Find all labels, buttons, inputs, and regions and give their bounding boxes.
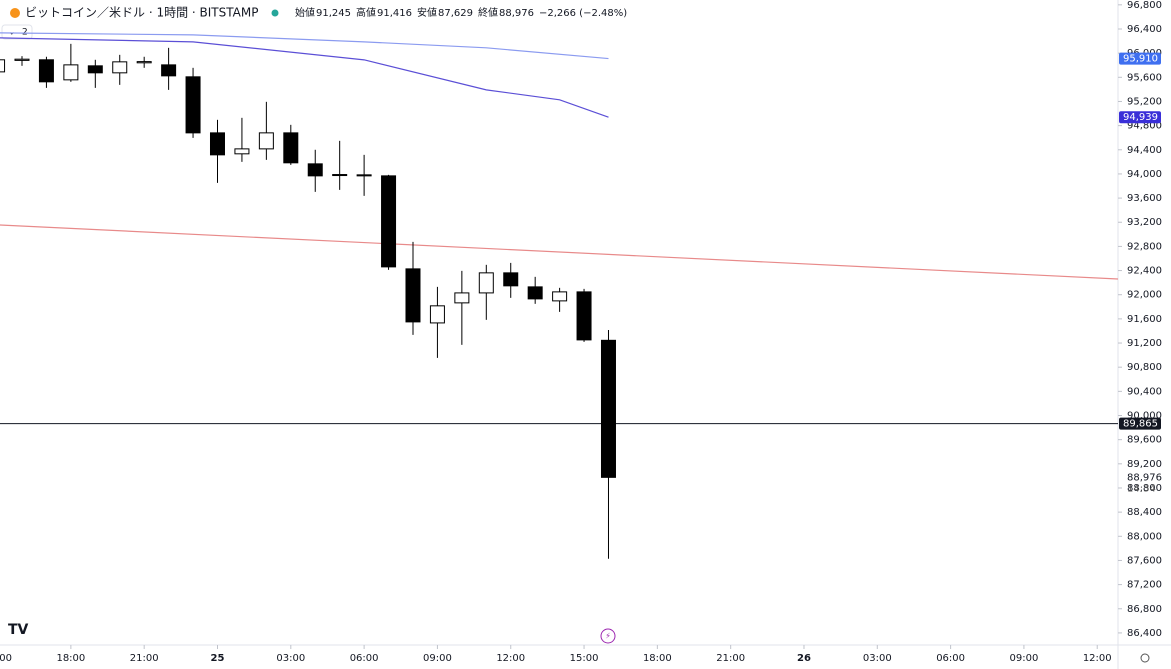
y-tick-label: 91,200	[1127, 338, 1162, 349]
price-badge-label: 94,939	[1123, 112, 1158, 123]
y-tick-label: 94,400	[1127, 145, 1162, 156]
price-line-label: 89,865	[1123, 419, 1158, 430]
y-tick-label: 87,200	[1127, 580, 1162, 591]
candle-body	[14, 58, 30, 61]
candle-body	[258, 132, 274, 150]
price-badge	[1119, 111, 1161, 124]
price-badge	[1119, 52, 1161, 65]
candle-body	[307, 163, 323, 177]
x-tick-label: 12:00	[1083, 653, 1112, 664]
x-tick-label: 18:00	[643, 653, 672, 664]
candle-body	[0, 59, 6, 73]
y-tick-label: 92,400	[1127, 266, 1162, 277]
candle-body	[87, 65, 103, 74]
ohlc-label: 高値	[356, 6, 376, 19]
x-tick-label: 25	[211, 653, 225, 664]
y-tick-label: 94,800	[1127, 121, 1162, 132]
x-tick-label: 21:00	[130, 653, 159, 664]
ohlc-label: 終値	[478, 6, 498, 19]
x-tick-label: 06:00	[350, 653, 379, 664]
moving-average	[0, 224, 1119, 280]
logo: TV	[8, 622, 29, 638]
candle-body	[576, 291, 592, 341]
x-tick-label: 09:00	[423, 653, 452, 664]
ohlc-value: 91,245	[316, 8, 351, 19]
candle-body	[356, 174, 372, 177]
indicator-count: 2	[22, 28, 28, 38]
price-badge	[1119, 417, 1161, 430]
candle-body	[405, 268, 421, 323]
countdown: 14:34	[1127, 483, 1156, 494]
y-tick-label: 89,200	[1127, 459, 1162, 470]
moving-average	[0, 32, 609, 60]
candle-body	[283, 132, 299, 164]
candle-body	[552, 291, 568, 302]
settings-icon[interactable]	[1140, 653, 1150, 663]
last-price-label: 88,976	[1127, 472, 1162, 483]
y-tick-label: 94,000	[1127, 169, 1162, 180]
x-tick-label: 06:00	[936, 653, 965, 664]
symbol-icon	[10, 8, 20, 18]
y-tick-label: 92,000	[1127, 290, 1162, 301]
y-tick-label: 90,000	[1127, 411, 1162, 422]
ohlc-label: 始値	[295, 6, 315, 19]
ohlc-value: 91,416	[377, 8, 412, 19]
moving-average	[0, 37, 609, 118]
ohlc-label: 安値	[417, 6, 437, 19]
y-tick-label: 89,600	[1127, 435, 1162, 446]
change: −2,266 (−2.48%)	[539, 8, 627, 19]
x-tick-label: 26	[797, 653, 811, 664]
candle-body	[527, 286, 543, 300]
candle-body	[185, 76, 201, 134]
x-tick-label: 03:00	[863, 653, 892, 664]
x-tick-label: 15:00	[0, 653, 12, 664]
y-tick-label: 90,400	[1127, 386, 1162, 397]
y-tick-label: 95,200	[1127, 96, 1162, 107]
y-tick-label: 93,200	[1127, 217, 1162, 228]
candle-body	[429, 305, 445, 324]
candle-body	[209, 132, 225, 156]
status-dot	[271, 9, 279, 17]
indicator-toggle[interactable]	[1, 24, 33, 40]
y-tick-label: 90,800	[1127, 362, 1162, 373]
ohlc-value: 87,629	[438, 8, 473, 19]
candle-body	[136, 61, 152, 64]
event-icon[interactable]	[600, 628, 616, 644]
x-tick-label: 09:00	[1010, 653, 1039, 664]
y-tick-label: 91,600	[1127, 314, 1162, 325]
symbol: ビットコイン／米ドル · 1時間 · BITSTAMP	[25, 6, 258, 20]
y-tick-label: 88,000	[1127, 531, 1162, 542]
y-tick-label: 86,800	[1127, 604, 1162, 615]
y-tick-label: 96,400	[1127, 24, 1162, 35]
price-badge-label: 95,910	[1123, 54, 1158, 65]
y-tick-label: 93,600	[1127, 193, 1162, 204]
x-tick-label: 21:00	[716, 653, 745, 664]
candle-body	[478, 272, 494, 294]
y-tick-label: 88,800	[1127, 483, 1162, 494]
y-tick-label: 86,400	[1127, 628, 1162, 639]
candle-body	[454, 292, 470, 304]
x-tick-label: 15:00	[570, 653, 599, 664]
candle-body	[38, 59, 54, 83]
candle-body	[161, 64, 177, 77]
candle-body	[381, 175, 397, 268]
x-tick-label: 18:00	[56, 653, 85, 664]
event-bolt: ⚡	[605, 632, 611, 641]
ohlc-value: 88,976	[499, 8, 534, 19]
candle-body	[332, 174, 348, 177]
candle-body	[503, 272, 519, 287]
y-tick-label: 92,800	[1127, 241, 1162, 252]
candle-body	[112, 61, 128, 74]
y-tick-label: 87,600	[1127, 555, 1162, 566]
candle-body	[600, 339, 616, 478]
candle-body	[234, 148, 250, 155]
y-tick-label: 95,600	[1127, 72, 1162, 83]
ohlc-header: 始値 91,245 高値 91,416 安値 87,629 終値 88,976 −2,266 (…	[295, 6, 627, 19]
y-tick-label: 88,400	[1127, 507, 1162, 518]
x-tick-label: 03:00	[276, 653, 305, 664]
candle-body	[63, 64, 79, 81]
x-tick-label: 12:00	[496, 653, 525, 664]
y-tick-label: 96,800	[1127, 0, 1162, 11]
